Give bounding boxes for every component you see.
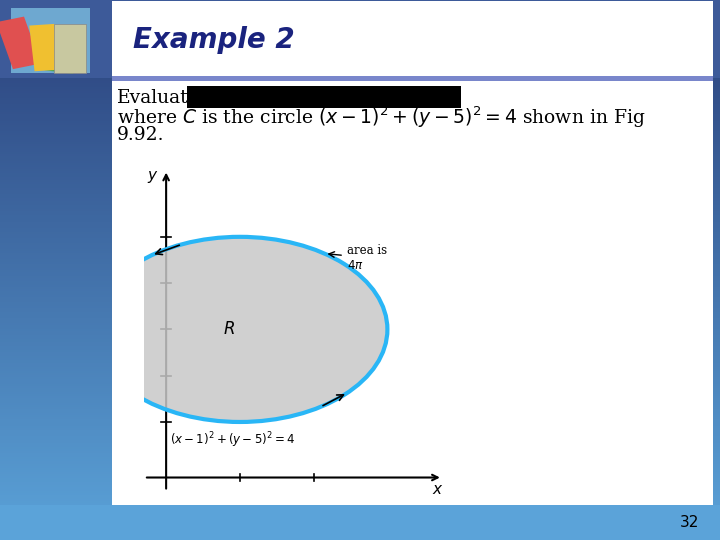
Text: Evaluate: Evaluate	[117, 89, 200, 107]
Text: 9.92.: 9.92.	[117, 126, 165, 144]
Text: where $C$ is the circle $(x - 1)^2 + (y - 5)^2 = 4$ shown in Fig: where $C$ is the circle $(x - 1)^2 + (y …	[117, 104, 646, 130]
Text: Example 2: Example 2	[133, 26, 294, 55]
Circle shape	[92, 237, 387, 422]
Text: $y$: $y$	[147, 168, 158, 185]
Text: $R$: $R$	[222, 321, 235, 338]
Text: $(x-1)^2 + (y-5)^2 = 4$: $(x-1)^2 + (y-5)^2 = 4$	[170, 431, 295, 450]
Text: $x$: $x$	[432, 482, 444, 497]
Text: area is
$4\pi$: area is $4\pi$	[329, 244, 387, 272]
Text: 32: 32	[680, 515, 698, 530]
